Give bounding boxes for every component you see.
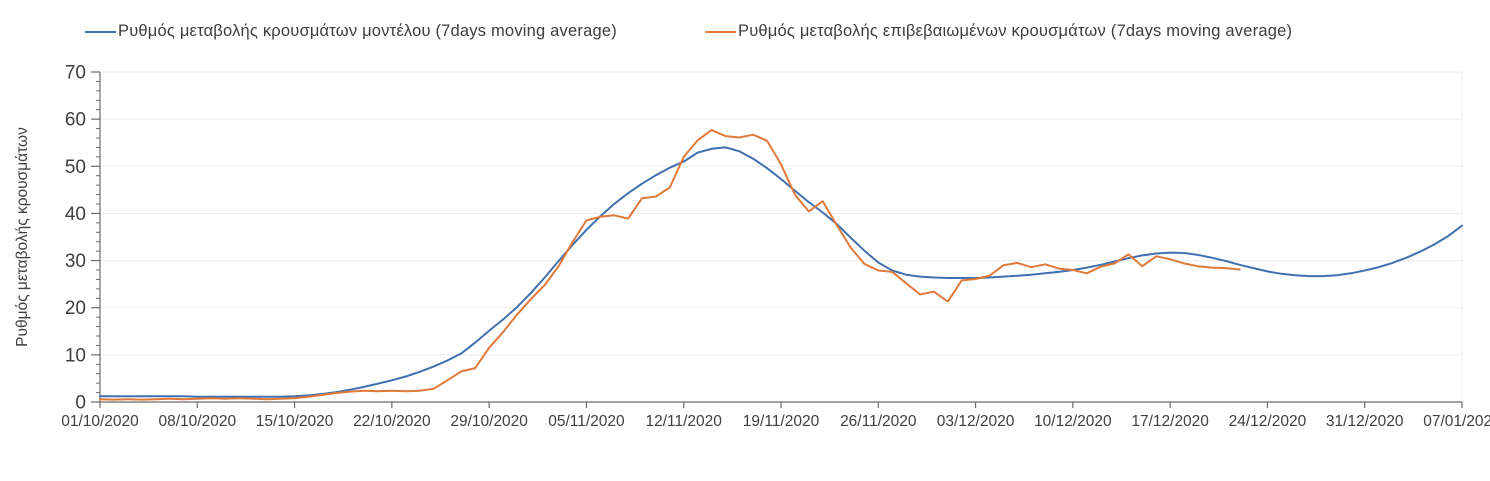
x-tick-label: 08/10/2020 (158, 413, 236, 430)
x-tick-label: 24/12/2020 (1229, 413, 1307, 430)
y-tick-label: 50 (65, 157, 86, 178)
x-tick-label: 19/11/2020 (743, 413, 820, 430)
x-tick-label: 12/11/2020 (645, 413, 722, 430)
series-line-0 (99, 146, 1463, 398)
x-tick-label: 15/10/2020 (256, 413, 334, 430)
x-tick-label: 17/12/2020 (1131, 413, 1209, 430)
x-tick-label: 22/10/2020 (353, 413, 431, 430)
y-tick-label: 0 (75, 393, 86, 414)
x-tick-label: 01/10/2020 (61, 413, 139, 430)
y-tick-label: 10 (65, 345, 86, 366)
x-tick-label: 31/12/2020 (1326, 413, 1404, 430)
legend-line-confirmed-swatch (705, 30, 736, 33)
legend: Ρυθμός μεταβολής κρουσμάτων μοντέλου (7d… (0, 0, 1490, 46)
legend-item-confirmed: Ρυθμός μεταβολής επιβεβαιωμένων κρουσμάτ… (705, 22, 1292, 41)
x-tick-label: 05/11/2020 (548, 413, 625, 430)
x-tick-label: 26/11/2020 (840, 413, 917, 430)
x-tick-label: 10/12/2020 (1034, 413, 1112, 430)
y-tick-label: 70 (65, 63, 86, 84)
x-tick-label: 03/12/2020 (937, 413, 1015, 430)
x-tick-label: 29/10/2020 (450, 413, 528, 430)
y-tick-label: 40 (65, 204, 86, 225)
y-tick-label: 30 (65, 251, 86, 272)
series-line-1 (99, 129, 1241, 401)
legend-label-model: Ρυθμός μεταβολής κρουσμάτων μοντέλου (7d… (118, 22, 617, 40)
y-tick-label: 60 (65, 110, 86, 131)
legend-label-confirmed: Ρυθμός μεταβολής επιβεβαιωμένων κρουσμάτ… (738, 22, 1293, 40)
legend-item-model: Ρυθμός μεταβολής κρουσμάτων μοντέλου (7d… (85, 22, 617, 41)
x-tick-label: 07/01/2021 (1423, 413, 1490, 430)
y-tick-label: 20 (65, 298, 86, 319)
legend-line-model-swatch (85, 30, 116, 33)
